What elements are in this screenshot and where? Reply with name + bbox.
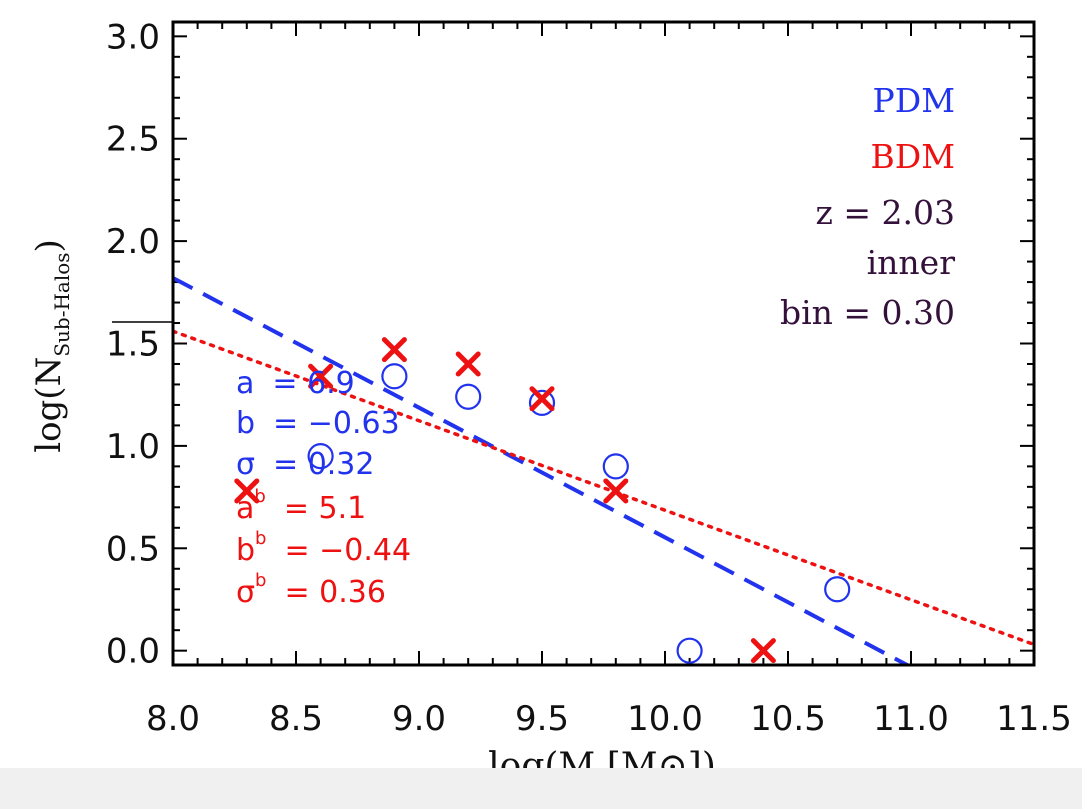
pdm-point [824,576,851,603]
bdm-point [529,386,555,412]
bottom-strip [0,768,1082,809]
pdm-param-b: b = −0.63 [236,406,400,441]
legend-pdm: PDM [873,81,955,120]
bdm-param-sigma: σb = 0.36 [236,570,386,610]
pdm-point [676,637,703,664]
pdm-fit-line [173,276,912,665]
bdm-point-stroke [529,386,555,412]
y-tick-label: 2.0 [106,222,160,262]
x-tick-label: 8.5 [269,699,323,739]
y-tick-label: 0.5 [106,529,160,569]
x-tick-label: 10.0 [627,699,703,739]
pdm-point [528,389,556,416]
bdm-point [381,337,407,363]
bdm-point-stroke [603,478,629,504]
bdm-point-stroke [234,478,260,504]
x-tick-label: 11.5 [996,699,1072,739]
pdm-point [307,443,334,470]
x-tick-labels: 8.0 8.5 9.0 9.5 10.0 10.5 11.0 11.5 [146,699,1072,739]
pdm-param-sigma: σ = 0.32 [236,447,375,482]
info-bin: bin = 0.30 [780,293,955,332]
x-tick-label: 8.0 [146,699,200,739]
bdm-point [308,363,334,389]
pdm-point [455,383,482,410]
y-tick-label: 1.5 [106,325,160,365]
x-tick-label: 9.0 [392,699,446,739]
pdm-param-a: a = 6.9 [236,366,355,401]
pdm-fit-params: a = 6.9 b = −0.63 σ = 0.32 [236,366,400,482]
x-tick-label: 10.5 [750,699,826,739]
bdm-param-a: ab = 5.1 [236,486,366,526]
bdm-point-stroke [455,351,481,377]
x-tick-label: 11.0 [873,699,949,739]
bdm-point [750,638,776,664]
y-axis-label: log(NSub-Halos) [29,239,74,453]
x-tick-label: 9.5 [515,699,569,739]
bdm-point-stroke [750,638,776,664]
legend: PDM BDM [871,81,956,176]
bdm-point [234,478,260,504]
y-tick-label: 1.0 [106,427,160,467]
info-block: z = 2.03 inner bin = 0.30 [780,193,955,332]
bdm-param-b: bb = −0.44 [236,528,411,568]
plot-frame [171,20,1036,667]
bdm-point-stroke [381,337,407,363]
y-tick-label: 0.0 [106,632,160,672]
bdm-point [455,351,481,377]
bdm-fit-params: ab = 5.1 bb = −0.44 σb = 0.36 [236,486,411,610]
info-region: inner [867,243,956,282]
markers [234,337,851,664]
bdm-point-stroke [308,363,334,389]
y-tick-label: 2.5 [106,120,160,160]
pdm-point [381,363,408,390]
pdm-point [602,453,629,480]
y-tick-label: 3.0 [106,17,160,57]
bdm-point [603,478,629,504]
legend-bdm: BDM [871,137,956,176]
info-redshift: z = 2.03 [816,193,956,232]
y-tick-labels: 0.0 0.5 1.0 1.5 2.0 2.5 3.0 [106,17,160,671]
